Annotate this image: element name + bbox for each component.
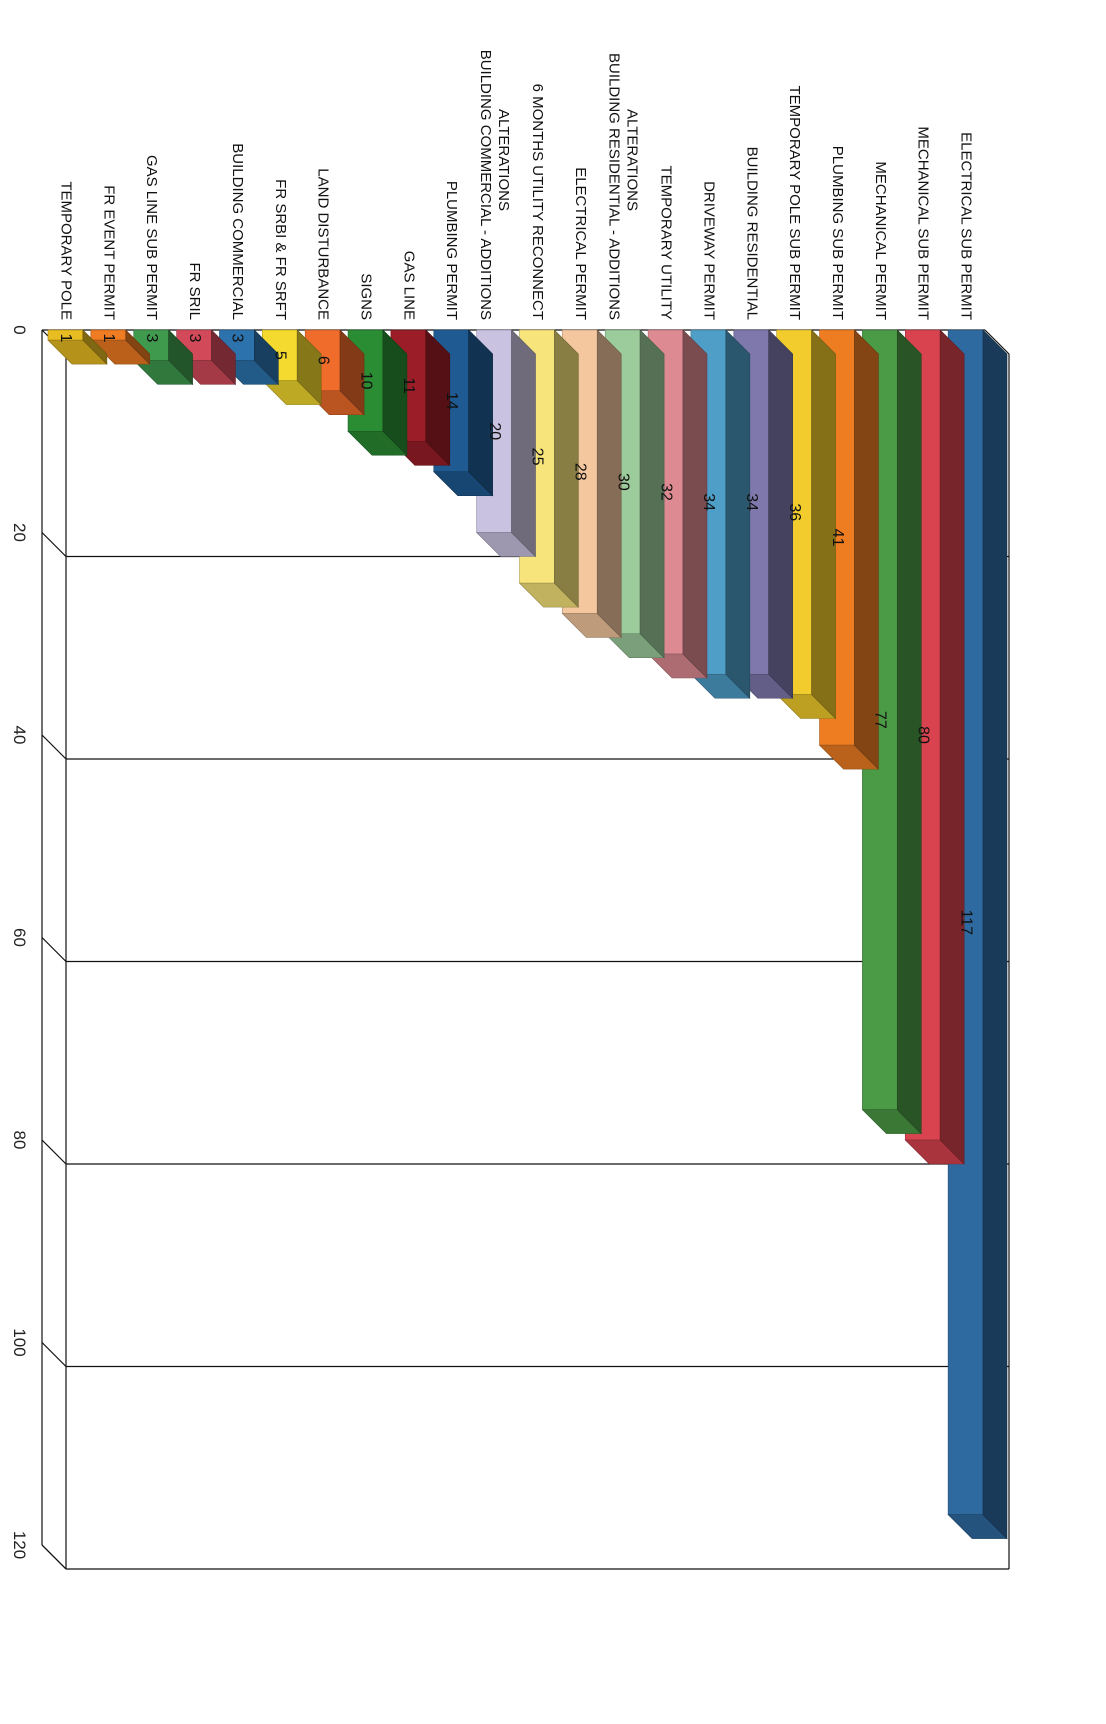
bar-side-face (511, 329, 536, 558)
bar-side-face (254, 329, 279, 386)
bar-side-face (168, 329, 193, 386)
bar-side-face (468, 329, 493, 497)
bar-value-label: 25 (529, 448, 546, 466)
bar-value-label: 3 (143, 334, 160, 343)
axis-tick-label: 20 (10, 523, 29, 542)
category-label: FR SRBI & FR SRFT (272, 179, 289, 320)
category-label: ELECTRICAL SUB PERMIT (958, 132, 975, 320)
bar-value-label: 32 (657, 483, 674, 501)
category-label: TEMPORARY POLE (57, 181, 74, 320)
bar-value-label: 1 (100, 334, 117, 343)
category-label: MECHANICAL SUB PERMIT (915, 126, 932, 320)
category-label: ELECTRICAL PERMIT (572, 167, 589, 320)
bar-value-label: 3 (229, 334, 246, 343)
category-label: TEMPORARY UTILITY (658, 166, 675, 320)
bar-side-face (425, 329, 451, 467)
bar-side-face (125, 329, 151, 365)
bar-value-label: 34 (700, 493, 717, 511)
category-label: SIGNS (358, 273, 375, 320)
category-label: MECHANICAL PERMIT (872, 161, 889, 320)
bar-side-face (982, 329, 1008, 1540)
bar-value-label: 34 (743, 493, 760, 511)
bar-side-face (382, 329, 408, 456)
bar-value-label: 6 (314, 356, 331, 365)
bar-value-label: 11 (400, 377, 417, 394)
label-layer: 117 ELECTRICAL SUB PERMIT 80 MECHANICAL SUB… (57, 50, 974, 935)
category-label: BUILDING COMMERCIAL (229, 143, 246, 320)
category-label: PLUMBING PERMIT (443, 181, 460, 320)
category-label: LAND DISTURBANCE (315, 168, 332, 320)
bar-value-label: 80 (914, 726, 931, 744)
grid-floor-line (41, 734, 67, 760)
axis-tick-label: 60 (10, 928, 29, 947)
category-label: BUILDING COMMERCIAL - ADDITIONS (477, 50, 494, 320)
bar-side-face (939, 329, 965, 1165)
bar-side-face (896, 329, 922, 1135)
category-label: GAS LINE (400, 251, 417, 320)
bar-value-label: 3 (186, 334, 203, 343)
bar-side-face (211, 329, 236, 386)
bar-value-label: 77 (872, 711, 889, 729)
bar-value-label: 1 (57, 334, 74, 343)
bar-side-face (768, 329, 793, 699)
bar-value-label: 117 (957, 910, 974, 936)
bar-side-face (639, 329, 665, 659)
category-label: BUILDING RESIDENTIAL (743, 147, 760, 320)
bar-side-face (296, 329, 322, 406)
bar-side-face (554, 329, 579, 608)
bar-side-face (82, 329, 108, 365)
bar-side-face (811, 329, 836, 720)
bar-layer (47, 329, 1008, 1540)
category-axis-corner (984, 329, 1010, 355)
bar-side-face (682, 329, 708, 679)
bar-value-label: 10 (357, 372, 374, 390)
category-label: 6 MONTHS UTILITY RECONNECT (529, 84, 546, 320)
category-label: FR SRIL (186, 262, 203, 320)
category-label: BUILDING RESIDENTIAL - ADDITIONS (606, 53, 623, 320)
bar-side-face (854, 329, 879, 770)
axis-tick-label: 100 (10, 1328, 29, 1356)
bar-value-label: 20 (486, 422, 503, 440)
axis-tick-label: 0 (10, 325, 29, 334)
bar-value-label: 5 (272, 351, 289, 360)
bar-value-label: 30 (614, 473, 631, 491)
bar-side-face (725, 329, 751, 699)
axis-tick-label: 40 (10, 726, 29, 745)
bar-value-label: 14 (443, 392, 460, 410)
category-label: DRIVEWAY PERMIT (700, 181, 717, 320)
axis-tick-label: 80 (10, 1131, 29, 1150)
category-label: PLUMBING SUB PERMIT (829, 146, 846, 320)
grid-floor-line (41, 1342, 67, 1367)
grid-floor-line (41, 1139, 67, 1165)
category-label: TEMPORARY POLE SUB PERMIT (786, 86, 803, 321)
grid-floor-line (41, 532, 67, 557)
bar-value-label: 41 (829, 529, 846, 547)
bar-value-label: 28 (572, 463, 589, 481)
grid-floor-line (41, 937, 67, 962)
grid-floor-line (41, 1544, 67, 1570)
category-label: ALTERATIONS (624, 109, 641, 211)
axis-tick-label: 120 (10, 1531, 29, 1559)
category-label: FR EVENT PERMIT (100, 185, 117, 320)
bar-side-face (596, 329, 622, 639)
bar-value-label: 36 (786, 503, 803, 521)
category-label: GAS LINE SUB PERMIT (143, 155, 160, 320)
category-label: ALTERATIONS (495, 109, 512, 211)
bar-side-face (339, 329, 365, 416)
